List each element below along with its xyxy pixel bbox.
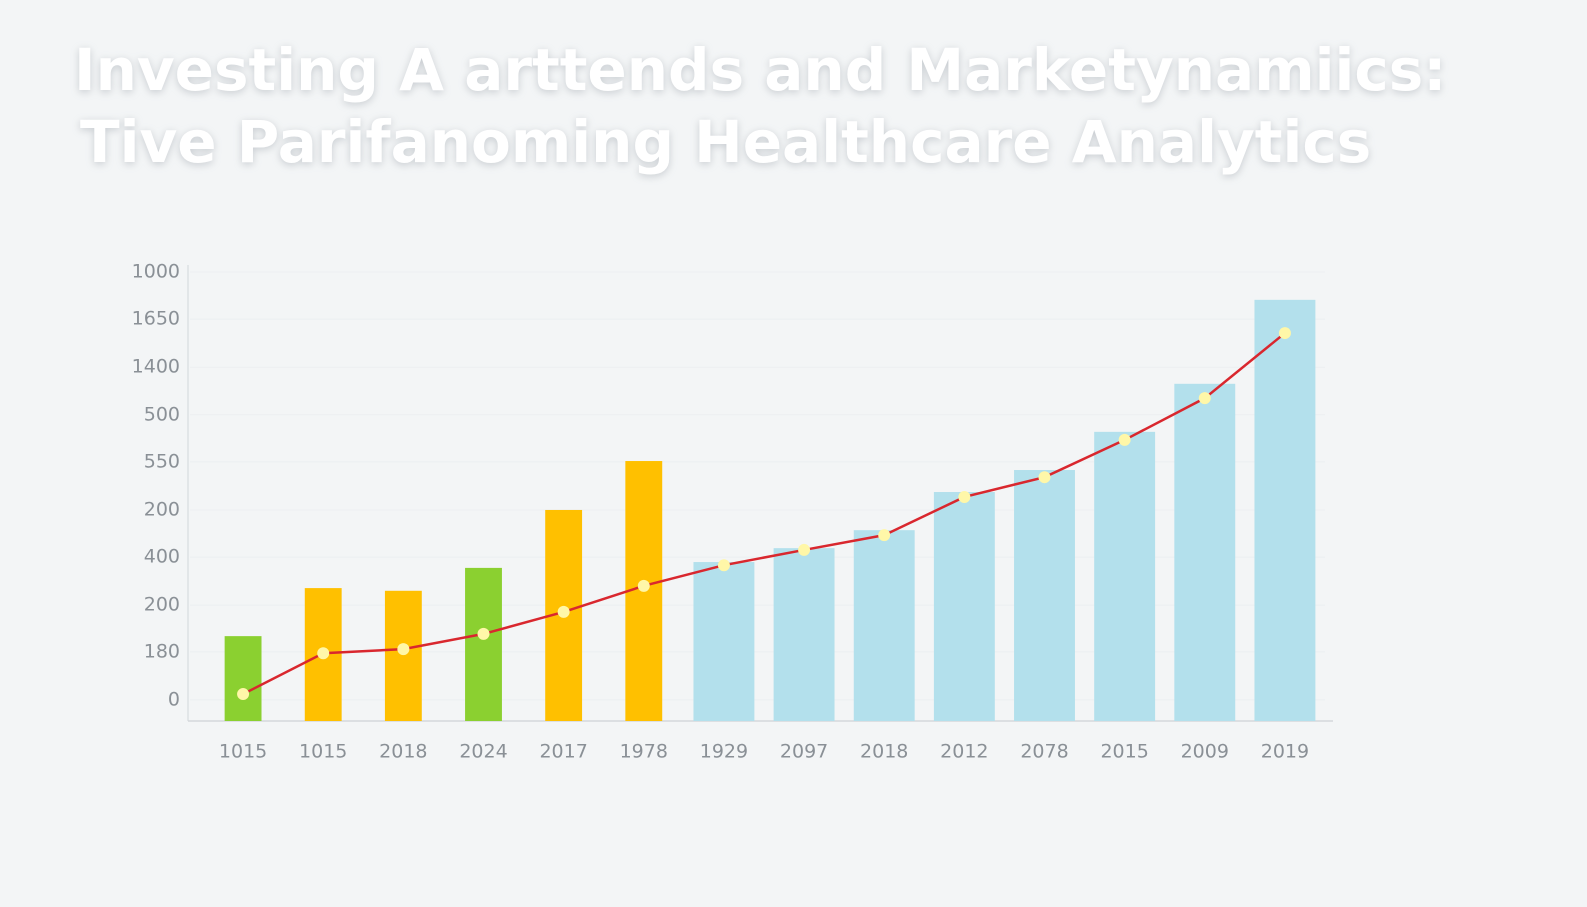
- y-tick-label: 1650: [132, 308, 180, 330]
- line-marker: [317, 647, 330, 660]
- chart-title: Tive Parifanoming Healthcare Analytics: [80, 108, 1371, 176]
- x-tick-label: 2015: [1100, 741, 1148, 763]
- line-marker: [397, 643, 410, 656]
- x-tick-label: 2017: [539, 741, 587, 763]
- line-marker: [878, 529, 891, 542]
- line-marker: [477, 627, 490, 640]
- x-tick-label: 2018: [379, 741, 427, 763]
- line-marker: [1038, 471, 1051, 484]
- x-tick-label: 2078: [1020, 741, 1068, 763]
- x-tick-label: 2019: [1261, 741, 1309, 763]
- chart-title: Investing A arttends and Marketynamiics:: [74, 36, 1447, 104]
- line-marker: [1278, 327, 1291, 340]
- x-tick-label: 1015: [219, 741, 267, 763]
- x-tick-label: 2009: [1181, 741, 1229, 763]
- bar: [1174, 383, 1236, 721]
- line-marker: [798, 543, 811, 556]
- y-tick-label: 500: [144, 403, 180, 425]
- x-tick-label: 2024: [459, 741, 507, 763]
- bar: [853, 530, 915, 721]
- line-marker: [1198, 392, 1211, 405]
- bar: [384, 590, 422, 721]
- y-tick-label: 1400: [132, 356, 180, 378]
- x-tick-label: 1015: [299, 741, 347, 763]
- x-tick-label: 2097: [780, 741, 828, 763]
- y-tick-label: 200: [144, 594, 180, 616]
- bar: [773, 548, 835, 721]
- y-tick-label: 550: [144, 450, 180, 472]
- y-tick-label: 200: [144, 498, 180, 520]
- line-marker: [1118, 433, 1131, 446]
- line-marker: [237, 688, 250, 701]
- line: [242, 332, 1286, 696]
- x-tick-label: 2018: [860, 741, 908, 763]
- bar: [1254, 299, 1316, 721]
- line-marker: [557, 605, 570, 618]
- y-tick-label: 400: [144, 546, 180, 568]
- y-tick-label: 1000: [132, 261, 180, 283]
- bar: [933, 492, 995, 721]
- x-tick-label: 2012: [940, 741, 988, 763]
- bar: [1094, 431, 1156, 721]
- bar: [224, 636, 262, 721]
- bar: [465, 567, 502, 721]
- y-tick-label: 0: [168, 688, 180, 710]
- x-tick-label: 1978: [620, 741, 668, 763]
- x-tick-label: 1929: [700, 741, 748, 763]
- line-marker: [717, 559, 730, 572]
- line-marker: [637, 579, 650, 592]
- y-tick-label: 180: [144, 640, 180, 662]
- line-marker: [958, 490, 971, 503]
- bar: [1014, 470, 1075, 721]
- bar: [693, 562, 755, 721]
